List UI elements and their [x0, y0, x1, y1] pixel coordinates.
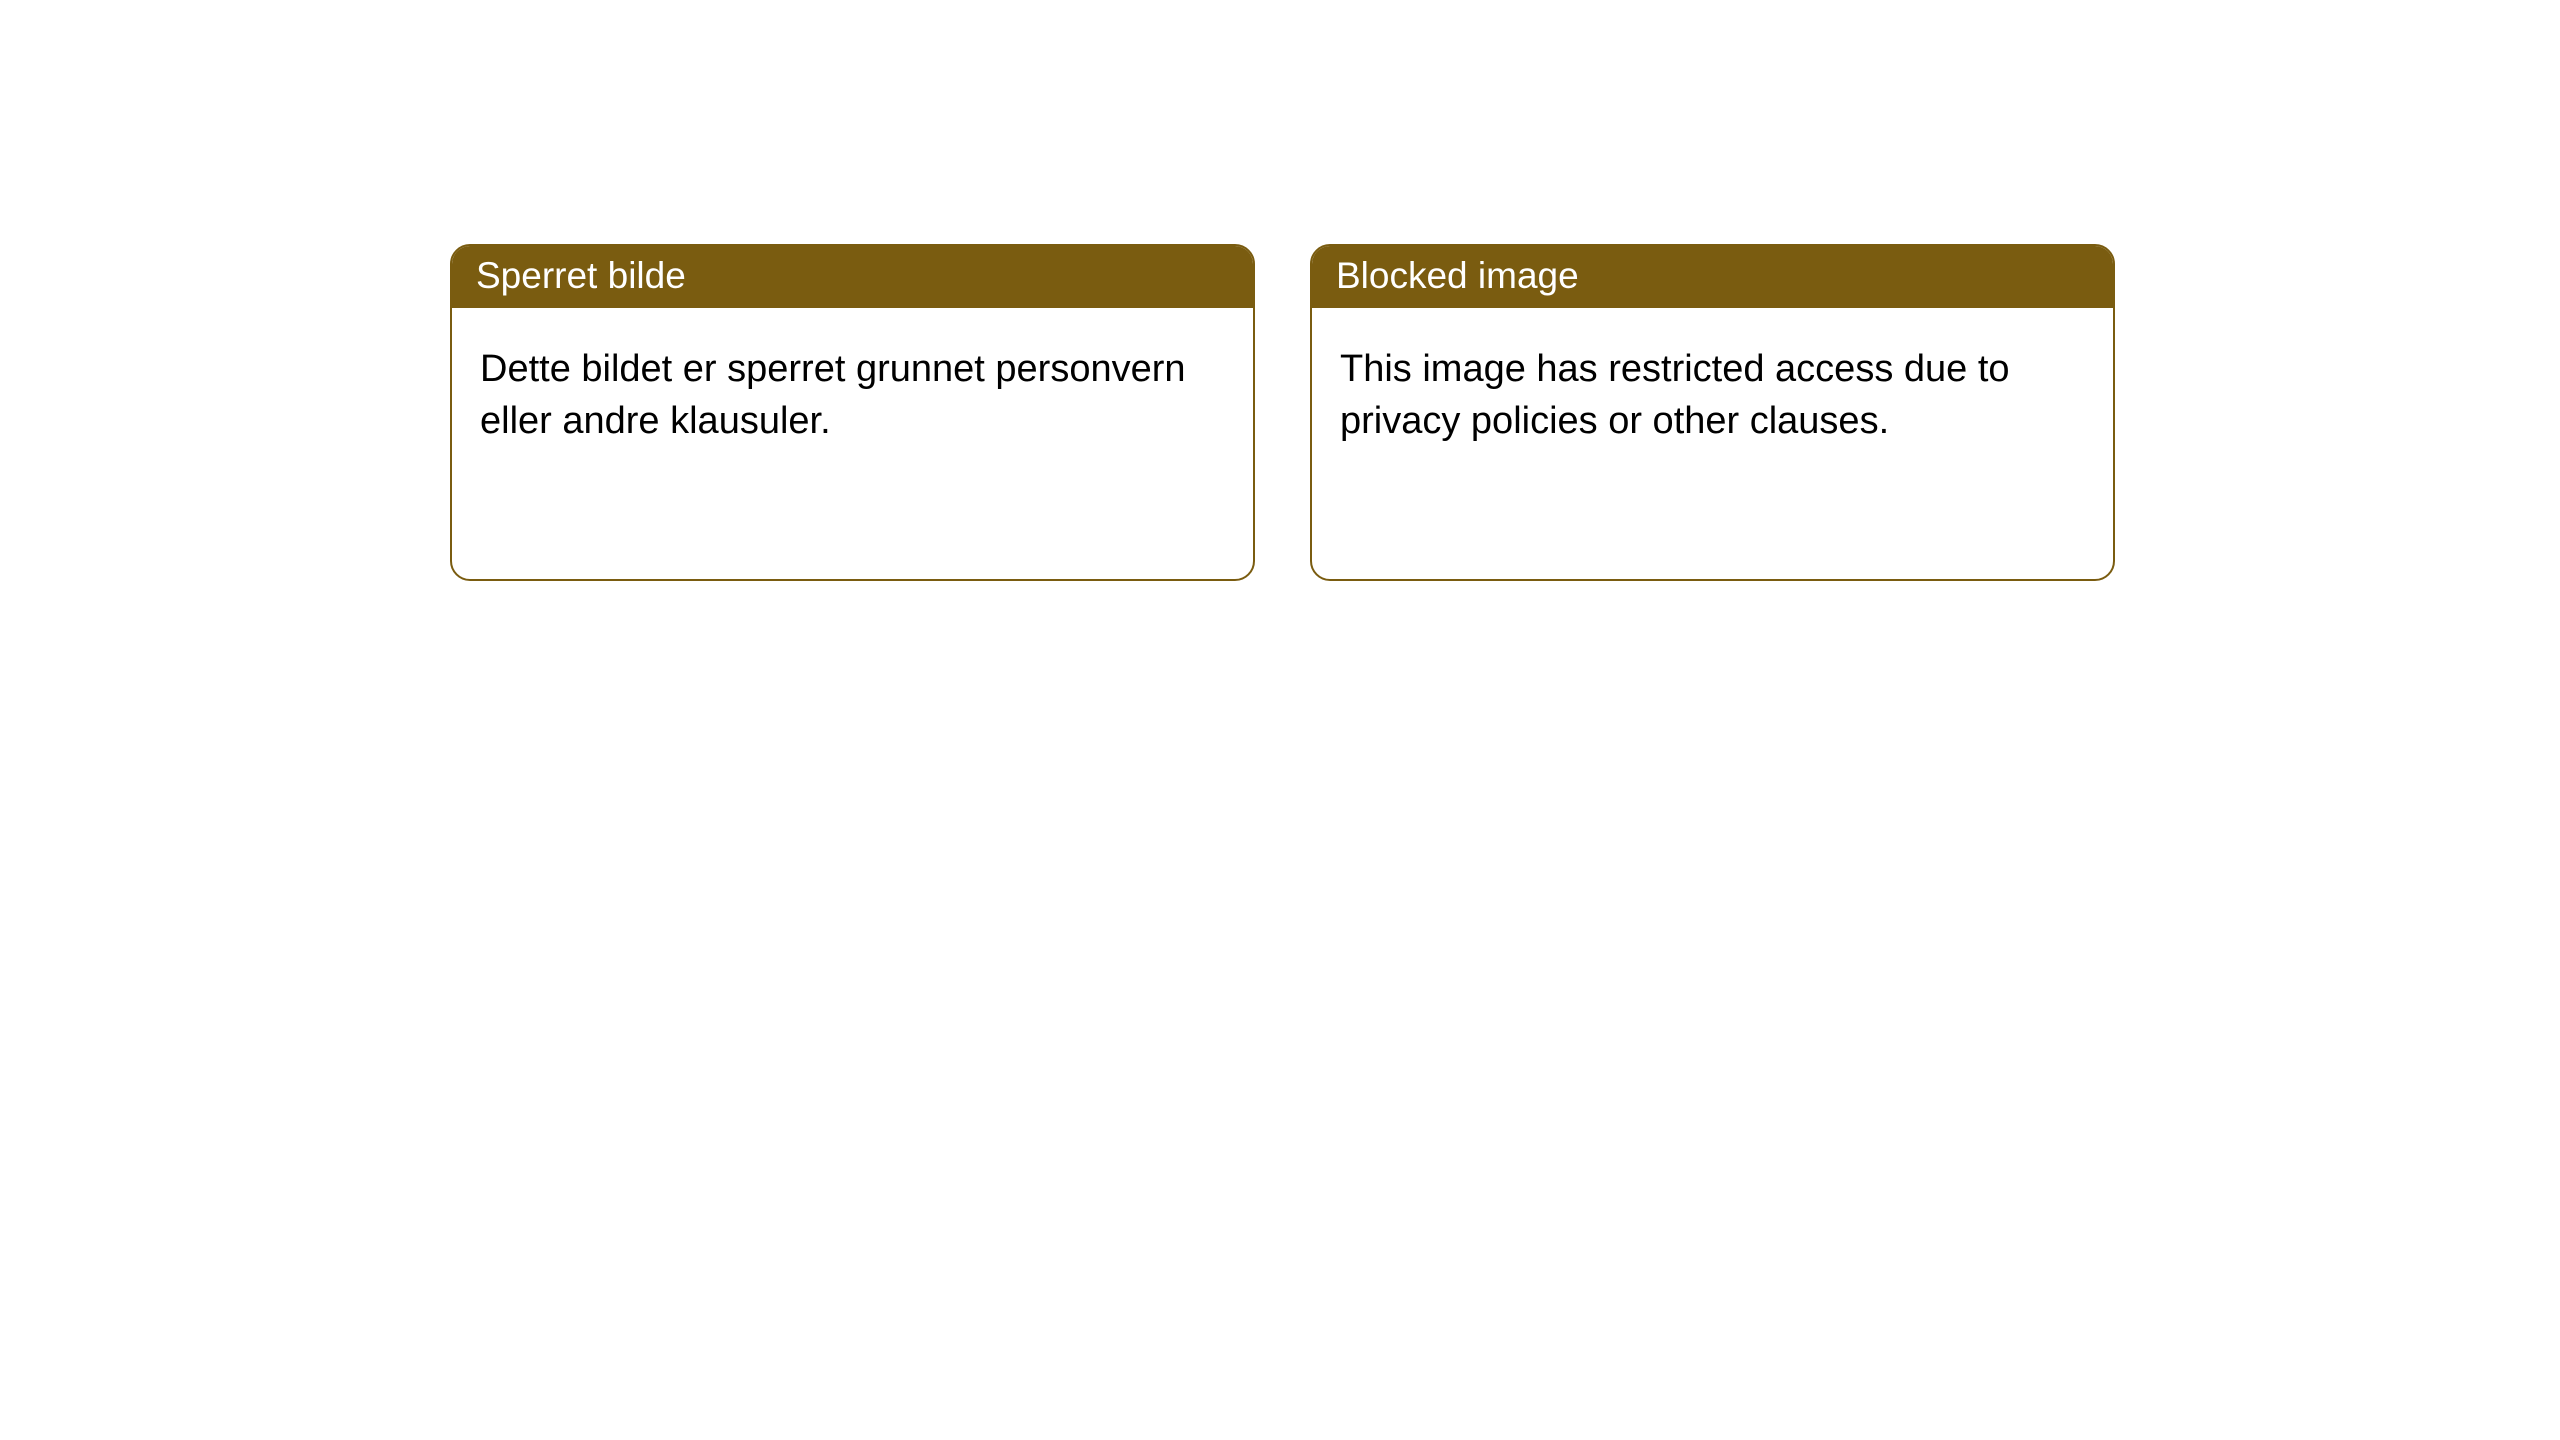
card-title-en: Blocked image	[1312, 246, 2113, 308]
cards-container: Sperret bilde Dette bildet er sperret gr…	[0, 0, 2560, 581]
card-body-en: This image has restricted access due to …	[1312, 308, 2113, 483]
card-body-no: Dette bildet er sperret grunnet personve…	[452, 308, 1253, 483]
blocked-image-card-en: Blocked image This image has restricted …	[1310, 244, 2115, 581]
blocked-image-card-no: Sperret bilde Dette bildet er sperret gr…	[450, 244, 1255, 581]
card-title-no: Sperret bilde	[452, 246, 1253, 308]
